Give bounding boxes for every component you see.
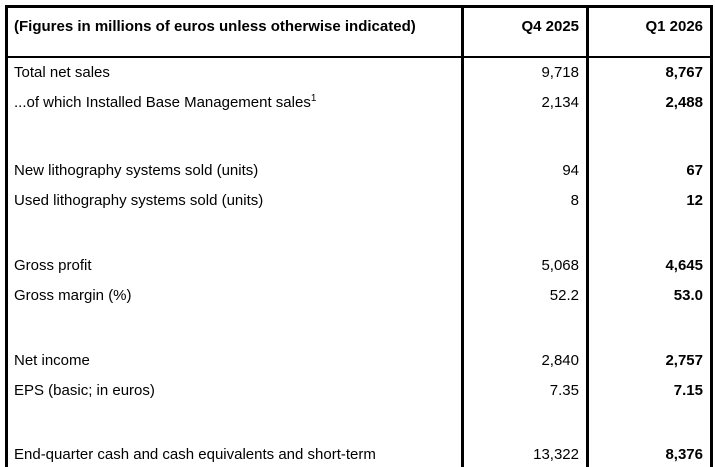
table-row-net-income: Net income 2,840 2,757 [7,345,712,376]
q1-value: 2,757 [586,345,712,376]
empty-cell [461,215,588,251]
table-row-used-litho-systems: Used lithography systems sold (units) 8 … [7,185,712,216]
spacer-row [7,310,712,346]
row-label: New lithography systems sold (units) [14,162,259,179]
q4-value: 2,134 [461,87,588,118]
q1-value: 53.0 [586,280,712,311]
empty-cell [461,405,588,442]
table-row-gross-profit: Gross profit 5,068 4,645 [7,250,712,281]
q1-value: 2,488 [586,87,712,118]
q1-value: 7.15 [586,375,712,406]
empty-cell [461,310,588,346]
empty-cell [586,215,712,251]
table-row-installed-base-management: ...of which Installed Base Management sa… [7,87,712,118]
empty-cell [7,118,463,156]
q4-value: 7.35 [461,375,588,406]
q1-value: 4,645 [586,250,712,281]
row-label: Used lithography systems sold (units) [14,192,264,209]
row-label: Net income [14,352,90,369]
table-row-new-litho-systems: New lithography systems sold (units) 94 … [7,155,712,186]
q4-value: 8 [461,185,588,216]
q4-value: 5,068 [461,250,588,281]
row-label-text: ...of which Installed Base Management sa… [14,94,311,111]
q4-value: 52.2 [461,280,588,311]
column-header-q4-2025: Q4 2025 [461,6,588,58]
column-header-q1-2026: Q1 2026 [586,6,712,58]
table-row-total-net-sales: Total net sales 9,718 8,767 [7,56,712,88]
row-label: Gross profit [14,257,92,274]
spacer-row [7,117,712,156]
footnote-marker: 1 [310,93,317,104]
spacer-row [7,215,712,251]
empty-cell [7,216,463,251]
empty-cell [586,117,712,156]
q4-value: 2,840 [461,345,588,376]
table-row-end-quarter-cash: End-quarter cash and cash equivalents an… [7,441,712,467]
empty-cell [461,117,588,156]
spacer-row [7,405,712,442]
q1-value: 12 [586,185,712,216]
quarterly-results-table: (Figures in millions of euros unless oth… [5,5,713,467]
table-row-gross-margin: Gross margin (%) 52.2 53.0 [7,280,712,311]
figures-note-header: (Figures in millions of euros unless oth… [6,6,463,58]
row-label: ...of which Installed Base Management sa… [7,88,463,118]
row-label: End-quarter cash and cash equivalents an… [14,445,376,467]
empty-cell [586,310,712,346]
q1-value: 67 [586,155,712,186]
empty-cell [7,406,463,442]
q1-value: 8,767 [586,56,712,88]
row-label: Gross margin (%) [14,287,132,304]
row-label: Total net sales [14,64,110,81]
table-header-row: (Figures in millions of euros unless oth… [6,6,712,58]
q4-value: 13,322 [461,441,588,467]
empty-cell [7,311,463,346]
row-label: EPS (basic; in euros) [14,382,155,399]
q1-value: 8,376 [586,441,712,467]
table-row-eps: EPS (basic; in euros) 7.35 7.15 [7,375,712,406]
q4-value: 9,718 [461,56,588,88]
q4-value: 94 [461,155,588,186]
empty-cell [586,405,712,442]
